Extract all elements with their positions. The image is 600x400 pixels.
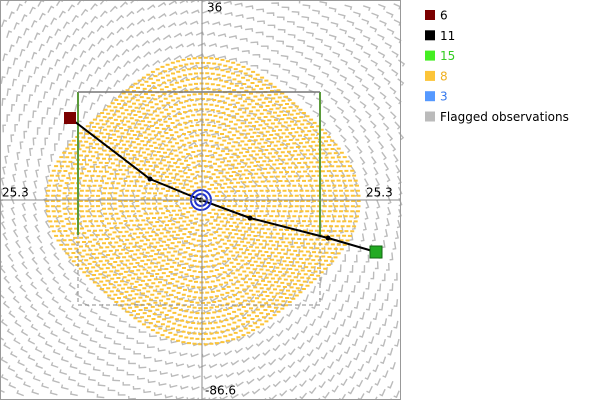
track-point [247, 215, 253, 221]
track-point [147, 176, 153, 182]
legend-label: Flagged observations [440, 110, 569, 124]
legend-label: 15 [440, 49, 455, 63]
legend-swatch [425, 50, 435, 61]
legend-swatch [425, 111, 435, 122]
axis-label-top: 36 [207, 1, 222, 15]
legend: 6 11 15 8 3 Flagged observations [425, 9, 569, 124]
legend-swatch [425, 30, 435, 41]
track-end [369, 245, 383, 259]
track-point [325, 235, 331, 241]
legend-label: 8 [440, 69, 448, 83]
legend-swatch [425, 70, 435, 81]
plot-area [0, 0, 406, 400]
legend-swatch [425, 10, 435, 20]
axis-label-left: 25.3 [2, 186, 29, 200]
legend-swatch [425, 91, 435, 102]
track-line [69, 117, 377, 253]
axis-label-right: 25.3 [366, 186, 393, 200]
track-start [64, 112, 76, 124]
legend-label: 3 [440, 90, 448, 104]
observation-field [45, 56, 361, 346]
legend-label: 11 [440, 29, 455, 43]
legend-label: 6 [440, 9, 448, 23]
axis-label-bottom: -86.6 [205, 384, 236, 398]
